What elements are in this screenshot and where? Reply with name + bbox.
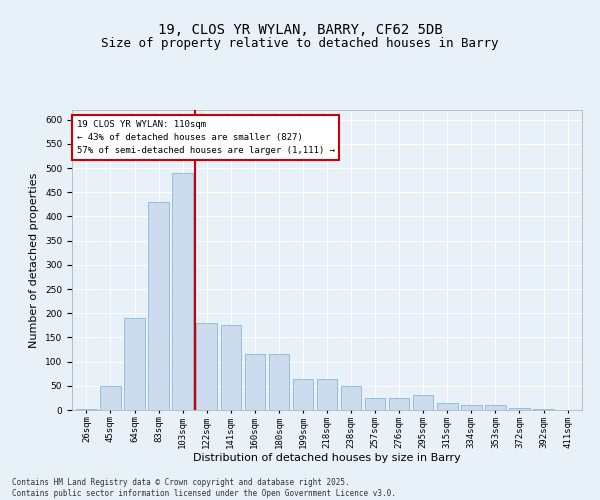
Bar xyxy=(389,398,409,410)
Bar xyxy=(245,354,265,410)
X-axis label: Distribution of detached houses by size in Barry: Distribution of detached houses by size … xyxy=(193,454,461,464)
Bar xyxy=(196,323,217,410)
Bar xyxy=(76,409,97,410)
Bar xyxy=(269,354,289,410)
Bar xyxy=(341,386,361,410)
Bar xyxy=(221,326,241,410)
Y-axis label: Number of detached properties: Number of detached properties xyxy=(29,172,40,348)
Bar xyxy=(172,173,193,410)
Bar xyxy=(533,409,554,410)
Text: Size of property relative to detached houses in Barry: Size of property relative to detached ho… xyxy=(101,38,499,51)
Text: 19 CLOS YR WYLAN: 110sqm
← 43% of detached houses are smaller (827)
57% of semi-: 19 CLOS YR WYLAN: 110sqm ← 43% of detach… xyxy=(77,120,335,155)
Bar xyxy=(100,386,121,410)
Bar xyxy=(413,396,433,410)
Bar xyxy=(148,202,169,410)
Bar xyxy=(293,378,313,410)
Text: Contains HM Land Registry data © Crown copyright and database right 2025.
Contai: Contains HM Land Registry data © Crown c… xyxy=(12,478,396,498)
Bar xyxy=(509,408,530,410)
Bar xyxy=(124,318,145,410)
Bar xyxy=(461,405,482,410)
Bar xyxy=(485,405,506,410)
Bar xyxy=(437,402,458,410)
Bar xyxy=(365,398,385,410)
Bar xyxy=(317,378,337,410)
Text: 19, CLOS YR WYLAN, BARRY, CF62 5DB: 19, CLOS YR WYLAN, BARRY, CF62 5DB xyxy=(158,22,442,36)
